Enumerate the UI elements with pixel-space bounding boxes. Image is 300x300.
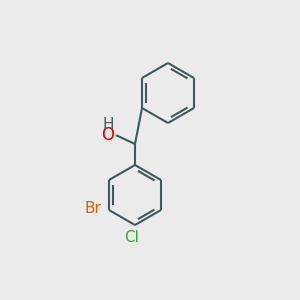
Text: Cl: Cl	[124, 230, 140, 245]
Text: O: O	[101, 125, 115, 143]
Text: Br: Br	[84, 201, 101, 216]
Text: H: H	[103, 117, 115, 132]
